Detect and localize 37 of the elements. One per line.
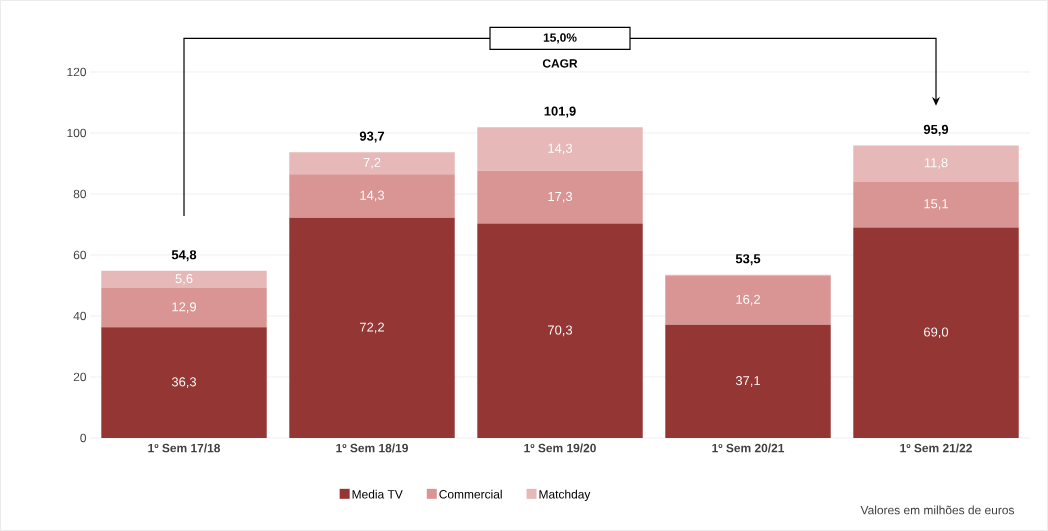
text: Valores em milhões de euros — [860, 505, 1015, 515]
y-tick-label: 60 — [73, 250, 87, 260]
total-label: 53,5 — [735, 254, 761, 266]
y-tick-label: 80 — [73, 189, 87, 199]
data-label: 14,3 — [360, 190, 385, 202]
data-label: 5,6 — [175, 274, 193, 285]
total-label: 93,7 — [359, 131, 385, 143]
total-label: 101,9 — [544, 106, 576, 118]
x-tick-label: 1º Sem 21/22 — [900, 443, 972, 453]
data-label: 72,2 — [360, 322, 384, 334]
text: CAGR — [542, 59, 578, 68]
legend-label: Media TV — [352, 489, 403, 499]
data-label: 37,1 — [735, 376, 760, 387]
x-tick-label: 1º Sem 18/19 — [336, 443, 408, 453]
data-label: 69,0 — [924, 327, 949, 339]
data-label: 36,3 — [171, 377, 197, 388]
data-label: 17,3 — [548, 191, 573, 203]
data-label: 15,1 — [924, 199, 948, 210]
data-label: 16,2 — [736, 294, 760, 306]
text: 15,0% — [543, 33, 577, 44]
x-tick-label: 1º Sem 17/18 — [148, 443, 221, 453]
y-tick-label: 20 — [73, 372, 87, 382]
data-label: 14,3 — [548, 143, 573, 155]
y-tick-label: 120 — [67, 67, 87, 77]
data-label: 11,8 — [924, 158, 948, 169]
y-tick-label: 0 — [80, 433, 87, 443]
x-tick-label: 1º Sem 19/20 — [524, 443, 596, 453]
y-tick-label: 100 — [67, 128, 87, 138]
y-tick-label: 40 — [73, 311, 87, 321]
data-label: 7,2 — [363, 157, 381, 169]
legend-label: Commercial — [439, 489, 502, 499]
total-label: 95,9 — [923, 124, 949, 136]
data-label: 12,9 — [172, 302, 196, 313]
data-label: 70,3 — [548, 325, 573, 337]
x-tick-label: 1º Sem 20/21 — [712, 443, 785, 453]
total-label: 54,8 — [171, 250, 197, 262]
legend-label: Matchday — [539, 489, 591, 501]
